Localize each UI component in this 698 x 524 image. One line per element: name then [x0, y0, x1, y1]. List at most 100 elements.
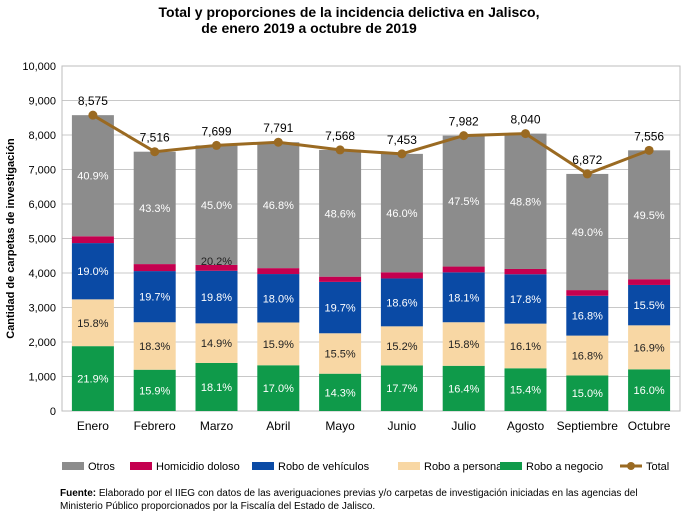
- x-tick-label: Marzo: [200, 419, 234, 433]
- chart-subtitle: de enero 2019 a octubre de 2019: [201, 20, 417, 36]
- total-label: 7,556: [634, 129, 664, 143]
- bar-segment: [566, 295, 609, 336]
- bar-segment: [566, 290, 609, 296]
- y-tick-label: 9,000: [28, 96, 56, 108]
- total-point: [335, 145, 345, 155]
- bar-segment: [504, 133, 547, 269]
- bar-segment: [319, 149, 362, 277]
- data-label: 16.8%: [572, 311, 603, 323]
- data-label: 16.1%: [510, 341, 541, 353]
- data-label: 17.7%: [386, 383, 417, 395]
- source-text: Elaborado por el IIEG con datos de las a…: [60, 488, 638, 512]
- bar-segment: [71, 236, 114, 244]
- legend-swatch: [500, 462, 522, 470]
- bar-segment: [566, 335, 609, 376]
- data-label: 19.8%: [201, 292, 232, 304]
- bar-segment: [442, 272, 485, 323]
- legend-label: Total: [646, 461, 669, 473]
- total-point: [397, 149, 407, 159]
- total-label: 7,568: [325, 129, 355, 143]
- bar-segment: [442, 322, 485, 366]
- bar-segment: [133, 322, 176, 370]
- total-label: 7,791: [263, 121, 293, 135]
- total-line: [92, 113, 650, 176]
- stacked-bar-chart: 0 1,000 2,000 3,000 4,000 5,000 6,000 7,000 8,00…: [5, 61, 681, 473]
- bar-segment: [195, 362, 238, 411]
- total-point: [212, 140, 221, 150]
- bar-segment: [319, 373, 362, 411]
- total-label: 7,982: [449, 115, 479, 129]
- data-label: 46.8%: [263, 200, 294, 212]
- data-label: 48.6%: [324, 208, 355, 220]
- y-tick-label: 4,000: [28, 268, 56, 280]
- data-label: 16.9%: [633, 342, 664, 354]
- y-tick-label: 8,000: [28, 130, 56, 142]
- bar-segment: [504, 268, 547, 275]
- total-point: [88, 110, 98, 120]
- data-label: 21.9%: [77, 374, 108, 386]
- y-tick-label: 5,000: [28, 234, 56, 246]
- bar-segment: [566, 173, 609, 291]
- data-label: 14.3%: [324, 387, 355, 399]
- bar-segment: [380, 153, 423, 273]
- legend-label: Otros: [88, 461, 115, 473]
- bar-segment: [71, 115, 114, 237]
- bar-segment: [628, 325, 671, 370]
- y-tick-label: 7,000: [28, 165, 56, 177]
- data-label: 43.3%: [139, 203, 170, 215]
- bar-segment: [71, 346, 114, 411]
- y-tick-label: 1,000: [28, 372, 56, 384]
- data-label: 16.0%: [633, 385, 664, 397]
- y-tick-label: 6,000: [28, 199, 56, 211]
- data-label: 49.5%: [633, 210, 664, 222]
- x-tick-label: Julio: [451, 419, 476, 433]
- data-label: 16.8%: [572, 351, 603, 363]
- data-label: 18.6%: [386, 297, 417, 309]
- total-label: 8,040: [510, 113, 540, 127]
- y-tick-label: 0: [50, 406, 56, 418]
- x-tick-label: Septiembre: [557, 419, 619, 433]
- total-point: [273, 137, 283, 147]
- data-label: 18.1%: [448, 292, 479, 304]
- bar-segment: [195, 270, 238, 324]
- total-point: [459, 131, 469, 141]
- legend-swatch: [130, 462, 152, 470]
- data-label: 15.0%: [572, 388, 603, 400]
- plot-area: [61, 65, 681, 412]
- bar-segment: [442, 266, 485, 273]
- x-tick-label: Junio: [388, 419, 417, 433]
- bar-segment: [504, 368, 547, 411]
- legend-label: Robo a negocio: [526, 461, 603, 473]
- x-tick-label: Mayo: [325, 419, 355, 433]
- x-tick-label: Febrero: [134, 419, 176, 433]
- data-label: 15.4%: [510, 385, 541, 397]
- bar-segment: [133, 151, 176, 265]
- source-note: Fuente: Elaborado por el IIEG con datos …: [60, 487, 660, 513]
- bar-segment: [257, 322, 300, 366]
- data-label: 18.3%: [139, 341, 170, 353]
- bar-segment: [566, 375, 609, 411]
- bar-segment: [380, 326, 423, 366]
- data-label: 18.1%: [201, 382, 232, 394]
- total-point: [644, 145, 654, 155]
- y-axis-label: Cantidad de carpetas de investigación: [5, 138, 17, 339]
- y-tick-label: 3,000: [28, 303, 56, 315]
- total-point: [582, 169, 592, 179]
- bar-segment: [628, 279, 671, 285]
- bar-segment: [319, 276, 362, 282]
- bar-segment: [442, 365, 485, 411]
- total-label: 7,516: [140, 131, 170, 145]
- bar-segment: [195, 145, 238, 265]
- data-label: 18.0%: [263, 293, 294, 305]
- x-tick-label: Enero: [77, 419, 109, 433]
- bar-segment: [257, 274, 300, 323]
- bar-segment: [133, 264, 176, 272]
- data-label: 46.0%: [386, 208, 417, 220]
- data-label: 15.5%: [324, 348, 355, 360]
- bar-segment: [319, 333, 362, 374]
- total-label: 7,699: [201, 124, 231, 138]
- legend-swatch: [62, 462, 84, 470]
- bar-segment: [71, 299, 114, 347]
- data-label: 15.8%: [448, 339, 479, 351]
